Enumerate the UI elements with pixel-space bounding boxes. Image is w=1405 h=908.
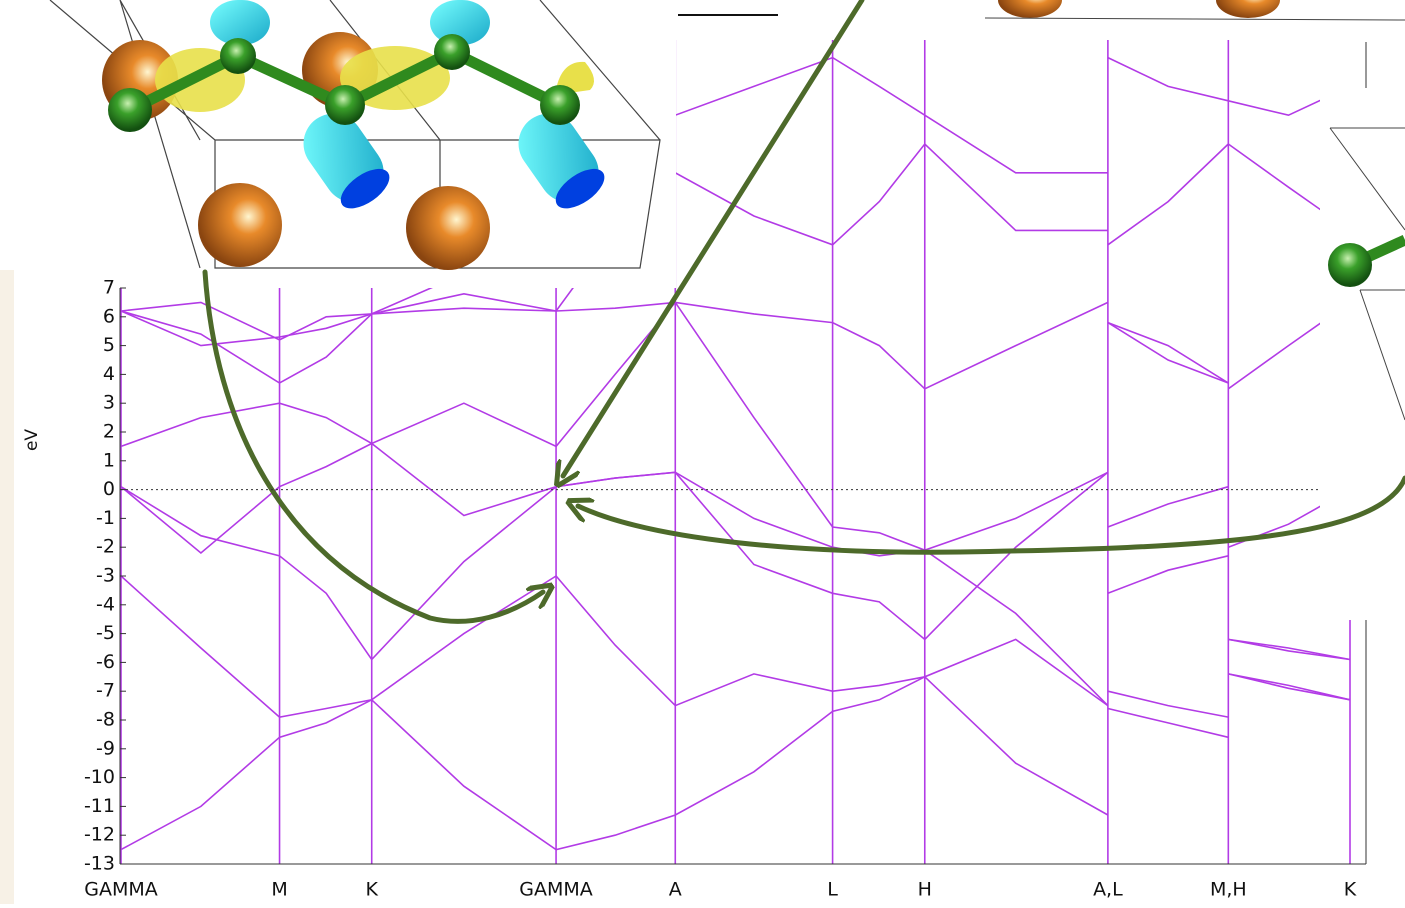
band-line <box>121 472 1350 659</box>
crystal-image <box>1322 120 1405 450</box>
crystal-image <box>0 0 668 270</box>
x-tick-label: M <box>271 879 287 901</box>
crystal-image <box>985 0 1405 20</box>
y-tick-label: -9 <box>96 737 115 759</box>
x-tick-label: K <box>365 879 378 901</box>
band-line <box>121 674 1350 850</box>
x-tick-label: A <box>669 879 682 901</box>
y-tick-label: -4 <box>96 593 115 615</box>
y-tick-label: 4 <box>103 363 115 385</box>
band-line <box>121 302 1350 659</box>
y-tick-label: -10 <box>84 766 115 788</box>
y-tick-label: 1 <box>103 449 115 471</box>
page: {"chart_data":{"type":"line","y_label":"… <box>0 0 1405 904</box>
y-tick-label: -6 <box>96 651 115 673</box>
x-tick-label: M,H <box>1210 879 1247 901</box>
y-tick-label: -13 <box>84 853 115 875</box>
chart: eV -13-12-11-10-9-8-7-6 <box>0 0 1405 904</box>
y-tick-label: 5 <box>103 334 115 356</box>
x-tick-label: K <box>1344 879 1357 901</box>
y-tick-label: 7 <box>103 277 115 299</box>
band-line <box>121 302 1350 550</box>
x-tick-label: GAMMA <box>84 879 158 901</box>
y-tick-label: 0 <box>103 478 115 500</box>
x-tick-label: L <box>827 879 838 901</box>
y-tick-label: -12 <box>84 824 115 846</box>
y-tick-label: -3 <box>96 565 115 587</box>
y-tick-label: -2 <box>96 536 115 558</box>
y-tick-label: -11 <box>84 795 115 817</box>
y-tick-label: 6 <box>103 305 115 327</box>
band-line <box>121 576 1350 717</box>
y-tick-label: 2 <box>103 421 115 443</box>
x-tick-label: GAMMA <box>519 879 593 901</box>
y-tick-label: -8 <box>96 709 115 731</box>
y-tick-label: -1 <box>96 507 115 529</box>
y-tick-label: 3 <box>103 392 115 414</box>
y-tick-label: -7 <box>96 680 115 702</box>
band-line <box>121 444 1350 706</box>
x-tick-label: A,L <box>1093 879 1123 901</box>
y-tick-label: -5 <box>96 622 115 644</box>
x-tick-label: H <box>918 879 932 901</box>
y-axis-label: eV <box>22 429 42 451</box>
